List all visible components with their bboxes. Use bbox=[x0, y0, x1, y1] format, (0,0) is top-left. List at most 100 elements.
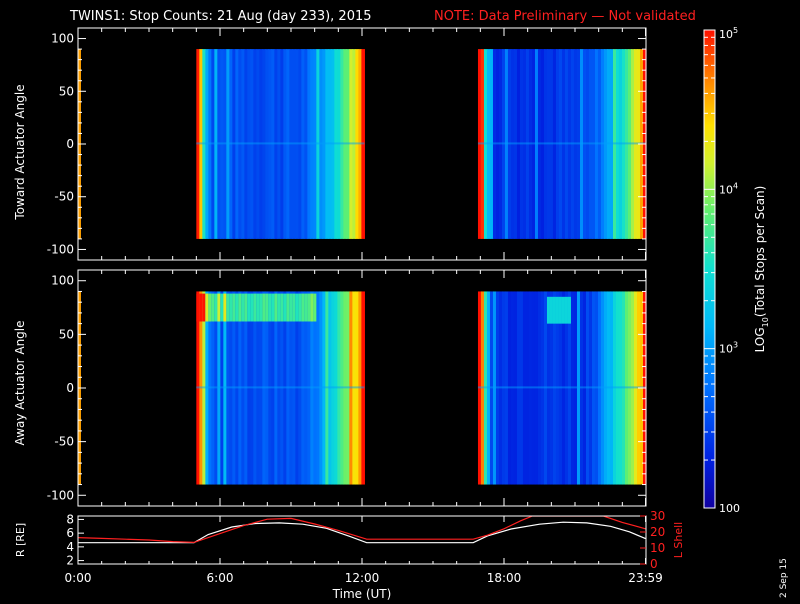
heatmap-segment-1 bbox=[196, 291, 365, 485]
heatmap-band bbox=[208, 293, 212, 322]
heatmap-band bbox=[564, 296, 569, 324]
heatmap-band bbox=[241, 293, 245, 322]
heatmap-segment-2 bbox=[477, 49, 647, 239]
ytick-label: 100 bbox=[51, 274, 74, 288]
orbit-xlabel: Time (UT) bbox=[332, 587, 392, 600]
heatmap-segment-1 bbox=[196, 49, 365, 239]
orbit-ytick-left: 6 bbox=[66, 526, 74, 540]
heatmap-band bbox=[250, 293, 254, 322]
ytick-label: 100 bbox=[51, 32, 74, 46]
orbit-ylabel-right: L Shell bbox=[672, 522, 685, 558]
heatmap-band bbox=[259, 293, 263, 322]
date-stamp: 2 Sep 15 bbox=[779, 558, 789, 598]
orbit-ytick-right: 10 bbox=[650, 541, 665, 555]
orbit-ytick-left: 2 bbox=[66, 554, 74, 568]
heatmap-band bbox=[301, 293, 305, 322]
colorbar-ticks: 105 104 103 100 bbox=[704, 26, 740, 515]
ytick-label: -100 bbox=[47, 488, 74, 502]
heatmap-band bbox=[238, 293, 242, 322]
zero-stripe bbox=[477, 142, 646, 145]
heatmap-band bbox=[223, 293, 227, 322]
heatmap-band bbox=[220, 293, 224, 322]
heatmap-band bbox=[256, 293, 260, 322]
heatmap-band bbox=[274, 293, 278, 322]
heatmap-band bbox=[214, 293, 218, 322]
heatmap-band bbox=[292, 293, 296, 322]
colorbar-gradient bbox=[704, 30, 715, 508]
heatmap-band bbox=[286, 293, 290, 322]
heatmap-band bbox=[235, 293, 239, 322]
orbit-ytick-right: 20 bbox=[650, 525, 665, 539]
heatmap-band bbox=[552, 296, 557, 324]
heatmap-band bbox=[549, 296, 554, 324]
heatmap-band bbox=[205, 293, 209, 322]
colorbar-label: LOG10(Total Stops per Scan) bbox=[753, 186, 770, 353]
zero-stripe bbox=[196, 142, 365, 145]
zero-stripe bbox=[477, 386, 646, 389]
away-angle-panel: 100 50 0 -50 -100 bbox=[47, 269, 647, 507]
chart-note: NOTE: Data Preliminary — Not validated bbox=[434, 9, 696, 24]
toward-ylabel: Toward Actuator Angle bbox=[13, 84, 27, 220]
ytick-label: 0 bbox=[66, 381, 74, 395]
colorbar-tick-label: 105 bbox=[719, 26, 738, 41]
heatmap-band bbox=[232, 293, 236, 322]
heatmap-band bbox=[567, 296, 572, 324]
heatmap-band bbox=[217, 293, 221, 322]
heatmap-band bbox=[196, 293, 200, 322]
orbit-ylabel-left: R [RE] bbox=[14, 523, 27, 557]
colorbar: 105 104 103 100 LOG10(Total Stops per Scan) bbox=[703, 26, 770, 515]
heatmap-band bbox=[561, 296, 566, 324]
heatmap-band bbox=[244, 293, 248, 322]
xtick-label: 6:00 bbox=[207, 571, 234, 585]
ytick-label: 50 bbox=[59, 327, 74, 341]
heatmap-band bbox=[211, 293, 215, 322]
lshell-series-line bbox=[78, 516, 646, 544]
heatmap-band bbox=[262, 293, 266, 322]
heatmap-band bbox=[313, 293, 317, 322]
away-ylabel: Away Actuator Angle bbox=[13, 320, 27, 445]
heatmap-band bbox=[226, 293, 230, 322]
heatmap-band bbox=[271, 293, 275, 322]
ytick-label: 50 bbox=[59, 84, 74, 98]
r-series-line bbox=[78, 521, 646, 544]
heatmap-band bbox=[202, 293, 206, 322]
heatmap-band bbox=[199, 293, 203, 322]
colorbar-tick-label: 100 bbox=[719, 502, 740, 515]
heatmap-segment-2 bbox=[477, 291, 647, 485]
heatmap-band bbox=[277, 293, 281, 322]
orbit-ytick-left: 4 bbox=[66, 540, 74, 554]
heatmap-band bbox=[298, 293, 302, 322]
heatmap-band bbox=[546, 296, 551, 324]
xtick-label: 0:00 bbox=[65, 571, 92, 585]
heatmap-band bbox=[253, 293, 257, 322]
heatmap-band bbox=[280, 293, 284, 322]
heatmap-band bbox=[289, 293, 293, 322]
toward-angle-panel: 100 50 0 -50 -100 bbox=[47, 27, 647, 261]
ytick-label: -50 bbox=[54, 435, 74, 449]
ytick-label: -100 bbox=[47, 242, 74, 256]
colorbar-tick-label: 104 bbox=[719, 181, 738, 196]
zero-stripe bbox=[196, 386, 365, 389]
heatmap-band bbox=[247, 293, 251, 322]
heatmap-band bbox=[555, 296, 560, 324]
xtick-label: 12:00 bbox=[345, 571, 380, 585]
orbit-ytick-right: 0 bbox=[650, 557, 658, 571]
xtick-label: 23:59 bbox=[628, 571, 663, 585]
chart-title: TWINS1: Stop Counts: 21 Aug (day 233), 2… bbox=[69, 9, 372, 24]
heatmap-band bbox=[558, 296, 563, 324]
heatmap-band bbox=[295, 293, 299, 322]
heatmap-band bbox=[229, 293, 233, 322]
heatmap-band bbox=[310, 293, 314, 322]
orbit-ytick-left: 8 bbox=[66, 512, 74, 526]
heatmap-band bbox=[307, 293, 311, 322]
colorbar-tick-label: 103 bbox=[719, 341, 738, 356]
xtick-label: 18:00 bbox=[487, 571, 522, 585]
orbit-ytick-right: 30 bbox=[650, 509, 665, 523]
ytick-label: 0 bbox=[66, 137, 74, 151]
heatmap-band bbox=[283, 293, 287, 322]
heatmap-band bbox=[268, 293, 272, 322]
ytick-label: -50 bbox=[54, 190, 74, 204]
